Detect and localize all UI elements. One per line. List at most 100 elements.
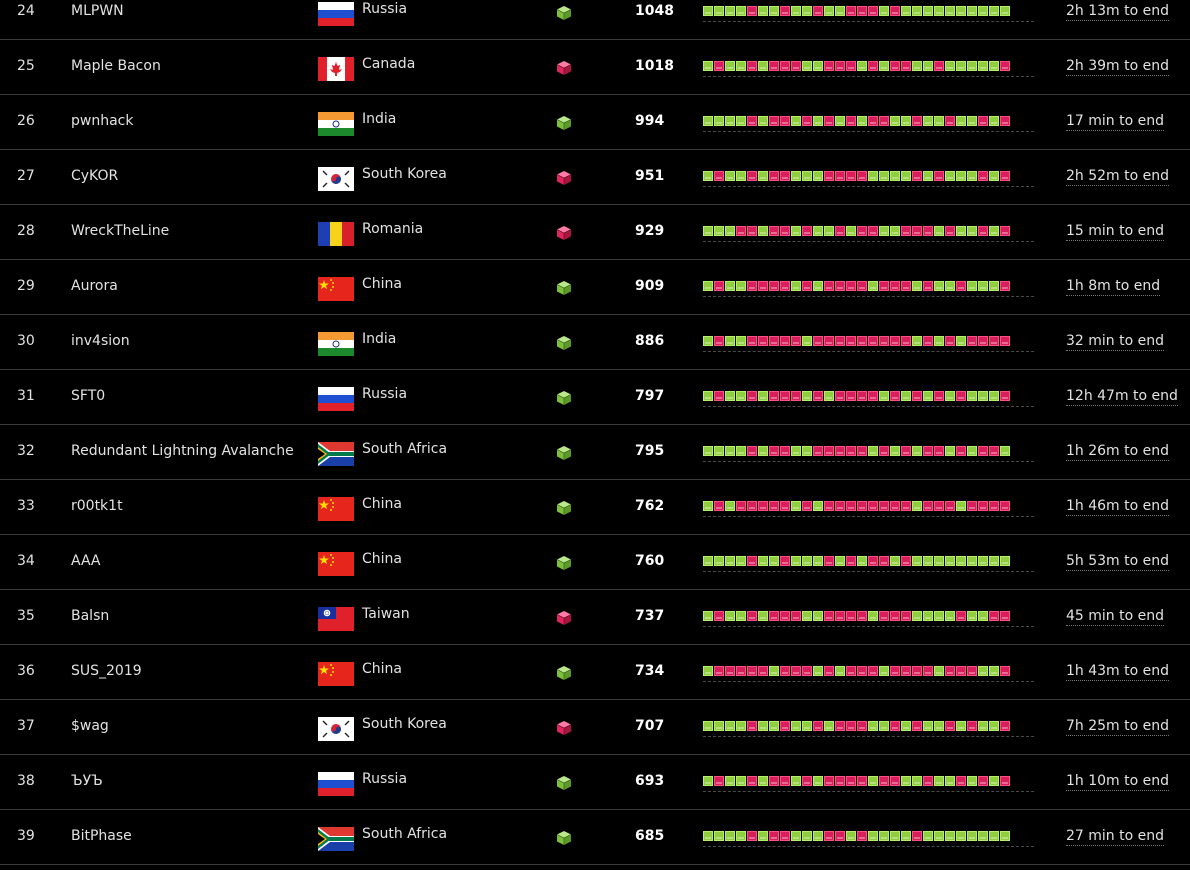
service-up-indicator [879,6,889,16]
rank-cell: 32 [17,443,35,459]
service-down-indicator [758,501,768,511]
service-down-indicator [857,501,867,511]
rank-cell: 24 [17,3,35,19]
country-name: India [362,331,397,347]
team-name-link[interactable]: MLPWN [71,3,124,19]
status-bars-baseline [703,681,1034,682]
service-down-indicator [901,446,911,456]
service-up-indicator [824,226,834,236]
score-cell: 929 [635,223,665,239]
service-up-indicator [956,116,966,126]
status-bars-baseline [703,406,1034,407]
country-name: South Korea [362,716,447,732]
service-up-indicator [989,831,999,841]
cube-icon [556,391,572,405]
service-up-indicator [1000,6,1010,16]
team-name-link[interactable]: Maple Bacon [71,58,161,74]
country-name: China [362,551,402,567]
service-up-indicator [802,391,812,401]
team-name-link[interactable]: inv4sion [71,333,130,349]
service-up-indicator [703,611,713,621]
team-name-link[interactable]: Balsn [71,608,110,624]
service-down-indicator [802,281,812,291]
team-name-link[interactable]: pwnhack [71,113,134,129]
service-down-indicator [923,666,933,676]
service-up-indicator [945,776,955,786]
service-up-indicator [945,611,955,621]
service-up-indicator [923,61,933,71]
service-up-indicator [824,721,834,731]
service-down-indicator [890,666,900,676]
service-up-indicator [813,61,823,71]
service-up-indicator [945,61,955,71]
team-name-link[interactable]: ЪУЪ [71,773,103,789]
table-row: 25 Maple Bacon Canada 1018 2h 39m to end [0,40,1190,95]
team-name-link[interactable]: $wag [71,718,109,734]
service-up-indicator [967,6,977,16]
service-up-indicator [769,556,779,566]
service-up-indicator [967,446,977,456]
team-name-link[interactable]: Redundant Lightning Avalanche [71,443,294,459]
service-down-indicator [989,501,999,511]
service-up-indicator [989,556,999,566]
service-down-indicator [846,171,856,181]
service-down-indicator [868,226,878,236]
service-down-indicator [780,556,790,566]
service-down-indicator [967,721,977,731]
service-up-indicator [901,171,911,181]
team-name-link[interactable]: SUS_2019 [71,663,142,679]
service-up-indicator [978,666,988,676]
service-up-indicator [945,171,955,181]
service-down-indicator [901,666,911,676]
service-up-indicator [835,6,845,16]
service-up-indicator [714,556,724,566]
service-down-indicator [934,391,944,401]
service-up-indicator [725,776,735,786]
service-up-indicator [791,776,801,786]
team-name-link[interactable]: AAA [71,553,101,569]
service-down-indicator [747,116,757,126]
service-down-indicator [857,611,867,621]
service-down-indicator [857,446,867,456]
service-up-indicator [879,226,889,236]
service-up-indicator [890,226,900,236]
service-up-indicator [714,116,724,126]
service-up-indicator [725,556,735,566]
service-down-indicator [835,501,845,511]
service-up-indicator [791,171,801,181]
service-down-indicator [901,281,911,291]
team-name-link[interactable]: WreckTheLine [71,223,170,239]
team-name-link[interactable]: CyKOR [71,168,119,184]
country-flag-icon [318,277,354,301]
team-name-link[interactable]: r00tk1t [71,498,123,514]
service-down-indicator [912,721,922,731]
status-bars-baseline [703,296,1034,297]
service-up-indicator [912,776,922,786]
service-down-indicator [747,776,757,786]
service-up-indicator [802,556,812,566]
service-down-indicator [780,6,790,16]
service-down-indicator [714,776,724,786]
team-name-link[interactable]: Aurora [71,278,118,294]
service-up-indicator [703,6,713,16]
team-name-link[interactable]: BitPhase [71,828,132,844]
service-down-indicator [769,611,779,621]
service-down-indicator [912,116,922,126]
service-down-indicator [769,61,779,71]
service-down-indicator [846,281,856,291]
service-down-indicator [769,116,779,126]
country-flag-icon [318,497,354,521]
team-name-link[interactable]: SFT0 [71,388,106,404]
service-down-indicator [835,446,845,456]
service-up-indicator [857,556,867,566]
service-down-indicator [813,391,823,401]
cube-icon [556,336,572,350]
service-down-indicator [769,171,779,181]
service-up-indicator [989,281,999,291]
rank-cell: 26 [17,113,35,129]
service-up-indicator [1000,556,1010,566]
status-bars-baseline [703,461,1034,462]
service-up-indicator [989,776,999,786]
service-down-indicator [1000,611,1010,621]
service-up-indicator [934,611,944,621]
